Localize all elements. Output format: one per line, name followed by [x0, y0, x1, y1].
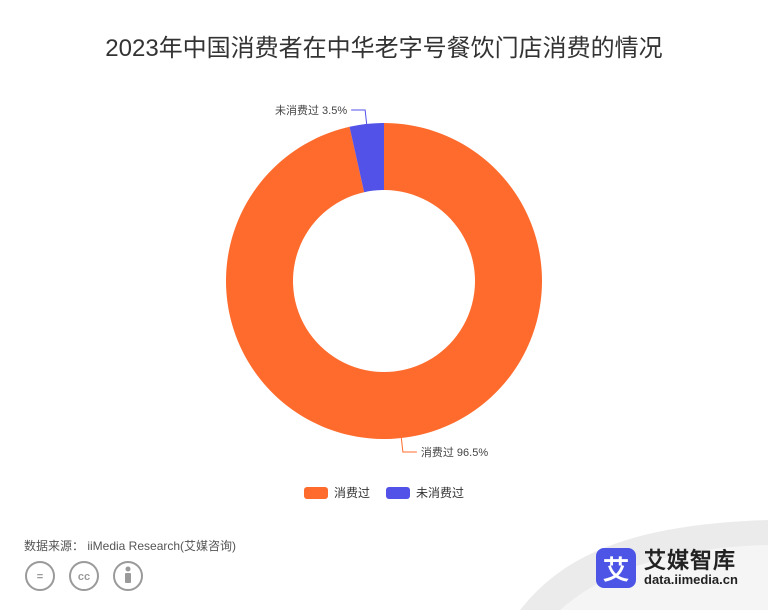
legend-swatch-consumed — [303, 486, 328, 499]
slice-labels: 消费过 96.5% 未消费过 3.5% — [275, 103, 488, 459]
slice-label-1: 未消费过 3.5% — [275, 103, 347, 117]
svg-text:cc: cc — [78, 571, 90, 583]
legend-item-not-consumed[interactable]: 未消费过 — [386, 484, 464, 501]
attribution-icon — [113, 561, 143, 591]
legend-label-not-consumed: 未消费过 — [416, 486, 465, 500]
leader-line-0 — [400, 437, 417, 453]
equals-icon: cc — [69, 561, 99, 591]
legend-label-consumed: 消费过 — [333, 486, 370, 500]
chart-title: 2023年中国消费者在中华老字号餐饮门店消费的情况 — [105, 35, 663, 62]
chart-legend: 消费过 未消费过 — [0, 484, 768, 501]
brand-url[interactable]: data.iimedia.cn — [644, 571, 738, 587]
donut-slices — [225, 123, 542, 439]
legend-swatch-not-consumed — [386, 486, 410, 499]
cc-icon: = — [25, 561, 55, 591]
donut-slice-1[interactable] — [349, 123, 384, 193]
data-source: 数据来源： iiMedia Research(艾媒咨询) — [24, 539, 237, 553]
donut-slice-0[interactable] — [225, 123, 542, 439]
svg-text:=: = — [37, 571, 43, 583]
legend-item-consumed[interactable]: 消费过 — [303, 484, 370, 501]
leader-line-1 — [351, 109, 368, 125]
brand-block: 艾 艾媒智库 data.iimedia.cn — [596, 548, 738, 588]
slice-label-0: 消费过 96.5% — [421, 445, 488, 459]
brand-logo-icon: 艾 — [596, 548, 636, 588]
brand-name: 艾媒智库 — [644, 547, 737, 573]
license-icons: = cc — [25, 561, 143, 591]
